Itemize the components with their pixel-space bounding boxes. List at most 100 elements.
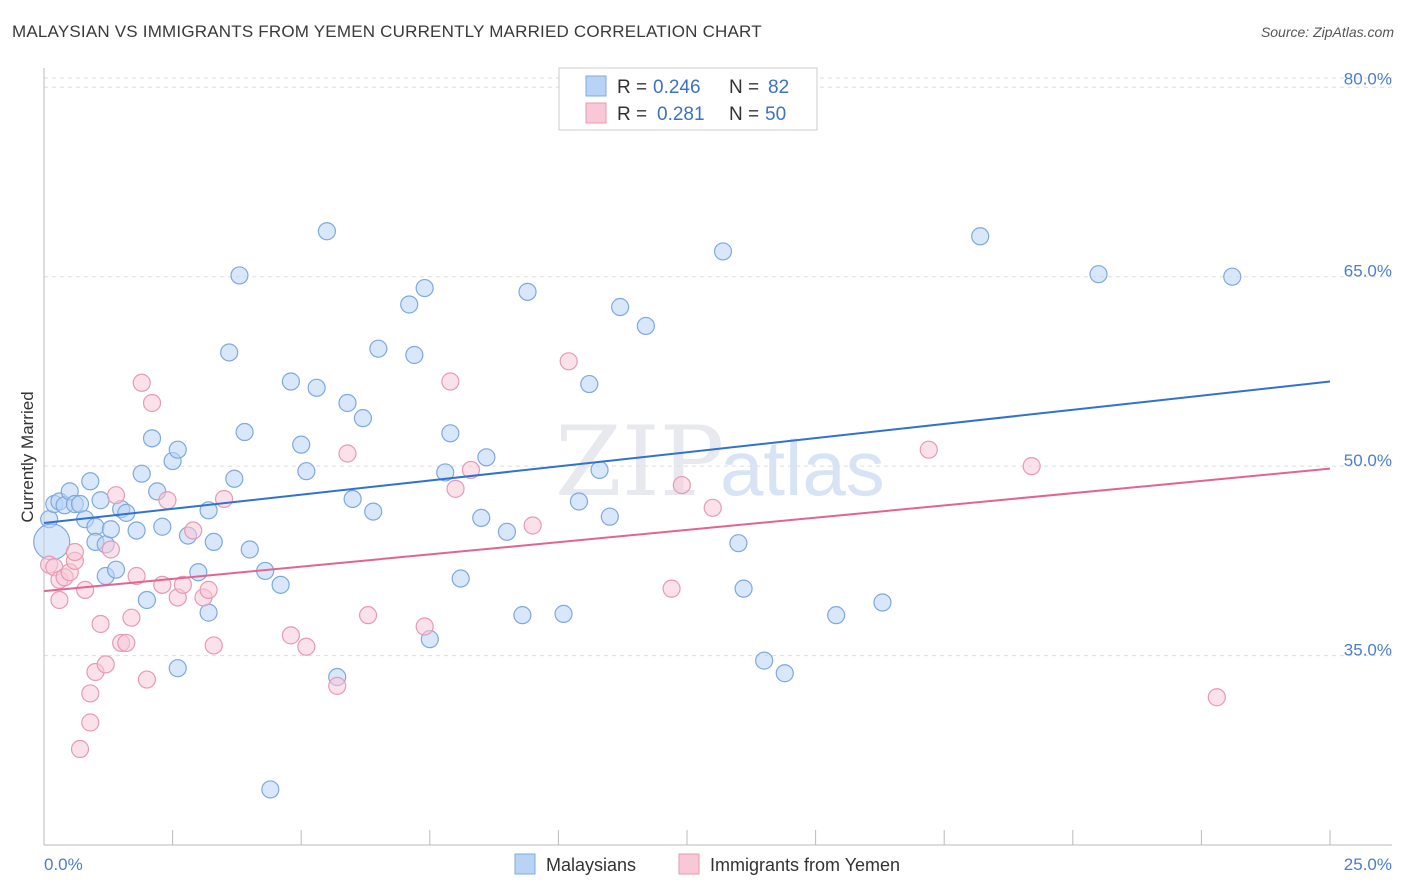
yemen-point (703, 498, 722, 517)
chart-title: MALAYSIAN VS IMMIGRANTS FROM YEMEN CURRE… (12, 22, 762, 41)
malaysians-point (338, 393, 357, 413)
malaysians-point (636, 316, 655, 336)
legend-r-label-0: R = (617, 77, 647, 98)
malaysians-point (569, 492, 589, 511)
yemen-point (281, 626, 301, 645)
malaysians-point (70, 494, 90, 514)
malaysians-point (91, 491, 110, 510)
yemen-point (81, 684, 100, 703)
yemen-point (101, 540, 120, 559)
yemen-point (50, 590, 69, 610)
malaysians-point (86, 517, 105, 536)
yemen-point (204, 636, 223, 655)
malaysians-point (472, 508, 491, 528)
malaysians-trend-line (43, 380, 1331, 524)
malaysians-point (81, 472, 100, 491)
yemen-point (199, 580, 218, 599)
y-tick-label: 80.0% (1344, 69, 1392, 88)
malaysians-point (281, 372, 301, 391)
malaysians-point (364, 502, 383, 521)
malaysians-point (600, 507, 619, 526)
malaysians-point (755, 651, 774, 670)
malaysians-point (451, 569, 470, 588)
legend-swatch-malaysians (585, 75, 607, 97)
yemen-point (117, 633, 136, 653)
malaysians-point (132, 464, 151, 483)
yemen-point (1022, 457, 1041, 476)
yemen-point (523, 516, 542, 535)
malaysians-point (168, 659, 187, 678)
yemen-point (127, 566, 146, 586)
source-label: Source: ZipAtlas.com (1260, 24, 1394, 40)
malaysians-point (225, 469, 244, 488)
yemen-point (158, 491, 177, 510)
yemen-point (122, 608, 141, 627)
axes (43, 68, 1392, 846)
malaysians-point-large (33, 523, 71, 561)
malaysians-point (271, 575, 290, 594)
watermark-atlas: atlas (720, 424, 885, 512)
malaysians-point (554, 604, 573, 623)
yemen-point (81, 713, 100, 732)
malaysians-point (513, 606, 532, 625)
malaysians-point (297, 462, 316, 481)
yemen-point (142, 393, 162, 413)
legend-swatch-yemen (585, 102, 607, 124)
yemen-point (461, 460, 481, 480)
malaysians-point (292, 435, 311, 454)
malaysians-point (590, 460, 609, 480)
yemen-point (338, 444, 357, 463)
top-legend: R = 0.246 N = 82 R = 0.281 N = 50 (558, 67, 818, 131)
malaysians-point (168, 440, 187, 459)
malaysians-point (873, 593, 892, 612)
malaysians-point (307, 378, 326, 397)
malaysians-point (611, 297, 630, 317)
malaysians-point (106, 560, 126, 579)
yemen-point (132, 373, 151, 392)
malaysians-point (971, 227, 990, 246)
legend-r-value-0: 0.246 (653, 77, 701, 98)
yemen-point (297, 637, 316, 656)
yemen-point (328, 676, 347, 695)
legend-r-value-1: 0.281 (657, 104, 705, 125)
yemen-point (96, 655, 115, 674)
yemen-point (559, 352, 578, 371)
malaysians-point (199, 603, 218, 622)
yemen-point (65, 542, 84, 562)
malaysians-point (204, 532, 223, 552)
x-ticks (43, 830, 1331, 845)
malaysians-point (353, 409, 373, 428)
malaysians-point (497, 522, 517, 541)
x-tick-label-min: 0.0% (44, 855, 83, 874)
malaysians-point (436, 463, 455, 482)
malaysians-point (441, 424, 460, 443)
yemen-point (415, 617, 434, 636)
malaysians-points (33, 222, 1242, 799)
malaysians-point (580, 374, 599, 394)
yemen-point (184, 521, 203, 540)
yemen-point (672, 475, 691, 495)
malaysians-point (230, 266, 249, 285)
malaysians-point (235, 422, 254, 442)
malaysians-point (405, 345, 424, 365)
yemen-point (91, 614, 110, 634)
y-axis-label: Currently Married (18, 391, 37, 522)
malaysians-point (261, 780, 280, 799)
malaysians-point (240, 540, 259, 559)
yemen-point (137, 670, 156, 689)
malaysians-point (142, 429, 162, 448)
y-tick-labels: 35.0% 50.0% 65.0% 80.0% (1344, 69, 1392, 659)
yemen-point (70, 739, 90, 759)
legend-n-label-1: N = (729, 104, 759, 125)
malaysians-point (415, 278, 434, 298)
malaysians-point (518, 282, 537, 301)
y-tick-label: 35.0% (1344, 641, 1392, 660)
yemen-point (214, 489, 234, 509)
yemen-point (173, 575, 192, 594)
yemen-point (441, 372, 460, 391)
legend-n-value-0: 82 (768, 77, 789, 98)
malaysians-point (1223, 267, 1242, 286)
malaysians-point (477, 448, 496, 467)
malaysians-point (189, 563, 208, 582)
